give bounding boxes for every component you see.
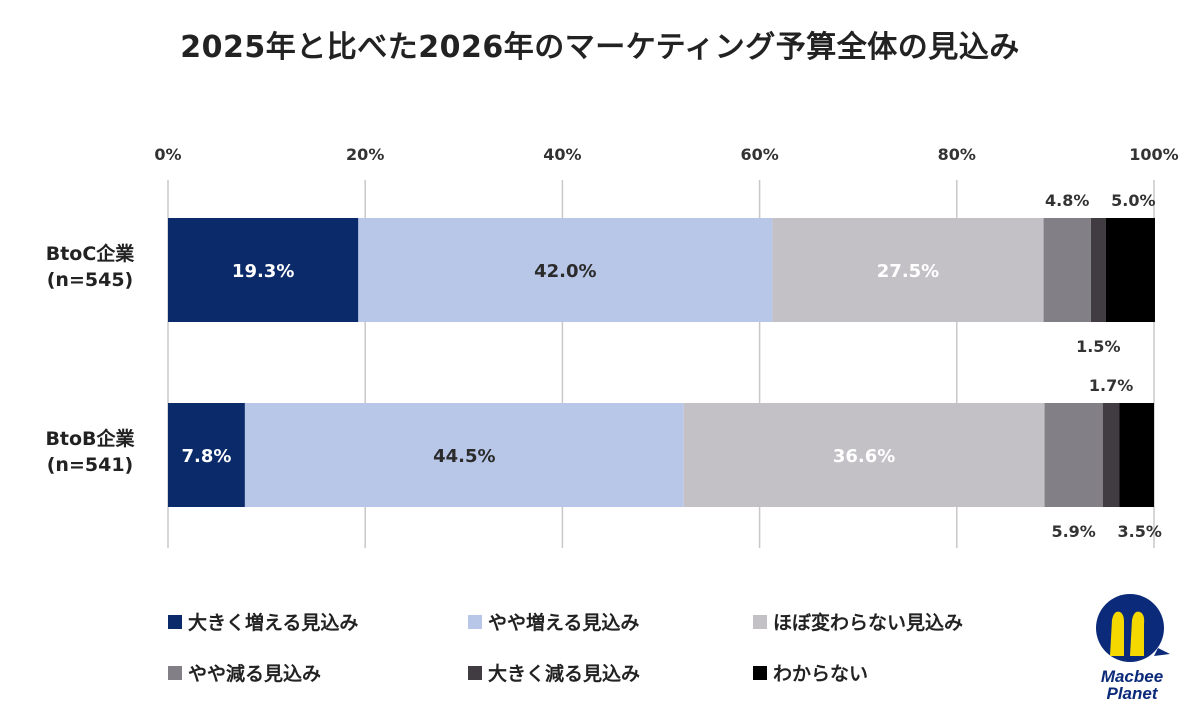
macbee-planet-logo: Macbee Planet xyxy=(1096,594,1170,702)
bar-segment xyxy=(168,403,245,507)
category-label: BtoC企業 xyxy=(46,242,136,265)
data-label: 3.5% xyxy=(1118,522,1162,541)
bar-segment xyxy=(683,403,1045,507)
bar-segment xyxy=(244,403,684,507)
data-label: 1.5% xyxy=(1076,337,1120,356)
data-label: 5.0% xyxy=(1111,191,1155,210)
legend-label: ほぼ変わらない見込み xyxy=(773,612,964,634)
bar-segment xyxy=(1102,403,1120,507)
logo-line2: Planet xyxy=(1106,684,1158,702)
category-label: (n=545) xyxy=(47,269,133,291)
data-label: 44.5% xyxy=(433,446,495,467)
legend-label: 大きく減る見込み xyxy=(488,663,641,685)
legend-label: やや増える見込み xyxy=(488,612,640,634)
data-label: 36.6% xyxy=(833,446,895,467)
legend-item: 大きく減る見込み xyxy=(468,659,753,686)
x-tick-label: 20% xyxy=(346,145,384,164)
bar-segment xyxy=(358,218,773,322)
bar-segment xyxy=(1043,218,1091,322)
category-label: BtoB企業 xyxy=(45,427,135,450)
logo-line1: Macbee xyxy=(1101,667,1163,686)
legend-label: やや減る見込み xyxy=(188,663,322,685)
x-tick-label: 0% xyxy=(154,145,181,164)
legend-item: やや減る見込み xyxy=(168,659,468,686)
data-label: 4.8% xyxy=(1045,191,1089,210)
data-label: 19.3% xyxy=(232,261,294,282)
legend-item: わからない xyxy=(753,659,1028,686)
bar-segment xyxy=(168,218,359,322)
bar-segment xyxy=(1119,403,1154,507)
bar-segment xyxy=(772,218,1044,322)
x-tick-label: 100% xyxy=(1129,145,1178,164)
data-label: 1.7% xyxy=(1089,376,1133,395)
bar-segment xyxy=(1105,218,1155,322)
x-tick-label: 40% xyxy=(543,145,581,164)
legend-label: わからない xyxy=(773,663,869,685)
bar-segment xyxy=(1090,218,1106,322)
x-tick-label: 60% xyxy=(740,145,778,164)
bar-segment xyxy=(1044,403,1103,507)
data-label: 7.8% xyxy=(181,446,231,467)
data-label: 27.5% xyxy=(877,261,939,282)
legend-swatch xyxy=(168,665,182,680)
legend-label: 大きく増える見込み xyxy=(188,612,359,634)
legend-swatch xyxy=(468,665,482,680)
category-label: (n=541) xyxy=(47,454,133,476)
data-label: 5.9% xyxy=(1051,522,1095,541)
legend-swatch xyxy=(753,665,767,680)
stacked-bar-chart: 0% 20% 40% 60% 80% 100% BtoC企業 (n=545) 19.3% 42.0… xyxy=(45,145,1179,548)
data-label: 42.0% xyxy=(534,261,596,282)
legend-item: 大きく増える見込み xyxy=(168,608,468,635)
legend-item: やや増える見込み xyxy=(468,608,753,635)
legend: 大きく増える見込み やや増える見込み ほぼ変わらない見込みやや減る見込み 大きく減る見… xyxy=(168,608,1028,686)
chart-title: 2025年と比べた2026年のマーケティング予算全体の見込み xyxy=(180,30,1020,65)
legend-swatch xyxy=(753,614,767,629)
legend-item: ほぼ変わらない見込み xyxy=(753,608,1028,635)
x-tick-label: 80% xyxy=(938,145,976,164)
legend-swatch xyxy=(168,614,182,629)
legend-swatch xyxy=(468,614,482,629)
